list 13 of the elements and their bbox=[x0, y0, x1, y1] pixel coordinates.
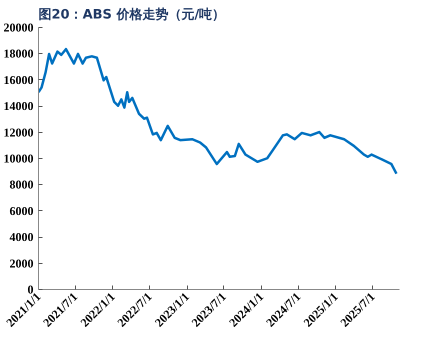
y-tick-label: 12000 bbox=[4, 125, 34, 140]
chart-title: 图20：ABS 价格走势（元/吨） bbox=[38, 6, 226, 22]
y-tick-label: 16000 bbox=[4, 72, 34, 87]
y-tick-label: 14000 bbox=[4, 99, 34, 114]
y-tick-label: 18000 bbox=[4, 46, 34, 61]
y-tick-label: 8000 bbox=[10, 178, 34, 192]
y-tick-label: 6000 bbox=[10, 204, 34, 218]
y-tick-label: 20000 bbox=[4, 20, 34, 34]
y-tick-label: 4000 bbox=[10, 230, 34, 244]
y-tick-label: 2000 bbox=[10, 256, 34, 270]
line-series bbox=[38, 48, 398, 175]
y-tick-label: 0 bbox=[28, 282, 34, 296]
y-tick-label: 10000 bbox=[4, 152, 34, 166]
